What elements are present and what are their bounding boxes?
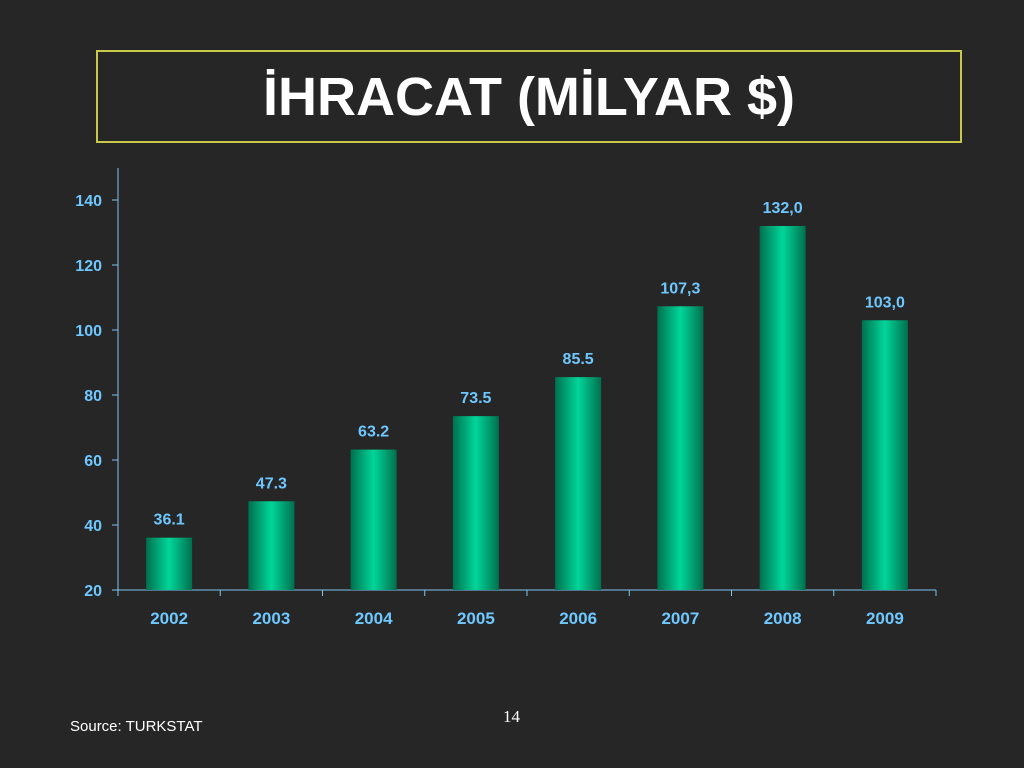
- title-box: İHRACAT (MİLYAR $): [96, 50, 962, 143]
- bar-2002: [146, 537, 193, 590]
- x-tick-label: 2008: [764, 609, 802, 628]
- data-label: 132,0: [763, 200, 803, 217]
- data-label: 85.5: [563, 351, 594, 368]
- bar-2007: [657, 306, 704, 590]
- x-tick-label: 2002: [150, 609, 188, 628]
- y-tick-label: 140: [75, 193, 102, 210]
- bar-2006: [555, 377, 602, 590]
- page-number: 14: [503, 707, 520, 726]
- bar-2008: [759, 226, 806, 590]
- y-tick-label: 80: [84, 388, 102, 405]
- bar-2004: [350, 449, 397, 590]
- data-label: 103,0: [865, 294, 905, 311]
- x-tick-label: 2006: [559, 609, 597, 628]
- x-tick-label: 2003: [252, 609, 290, 628]
- bar-2005: [452, 416, 499, 590]
- y-tick-label: 60: [84, 453, 102, 470]
- y-tick-label: 40: [84, 518, 102, 535]
- data-label: 47.3: [256, 475, 287, 492]
- y-tick-label: 100: [75, 323, 102, 340]
- data-label: 73.5: [460, 390, 491, 407]
- source-note: Source: TURKSTAT: [70, 718, 203, 735]
- bar-2003: [248, 501, 295, 590]
- data-label: 36.1: [154, 512, 185, 529]
- bar-2009: [861, 320, 908, 590]
- x-tick-label: 2004: [355, 609, 393, 628]
- x-tick-label: 2007: [661, 609, 699, 628]
- y-tick-label: 120: [75, 258, 102, 275]
- data-label: 107,3: [660, 280, 700, 297]
- bar-chart: 20 40 60 80 100 120 140 36.1 2002 47.3 2003 63.2 200…: [75, 168, 937, 628]
- data-label: 63.2: [358, 424, 389, 441]
- y-tick-label: 20: [84, 583, 102, 600]
- x-tick-label: 2009: [866, 609, 904, 628]
- x-tick-label: 2005: [457, 609, 495, 628]
- chart-title: İHRACAT (MİLYAR $): [262, 66, 796, 127]
